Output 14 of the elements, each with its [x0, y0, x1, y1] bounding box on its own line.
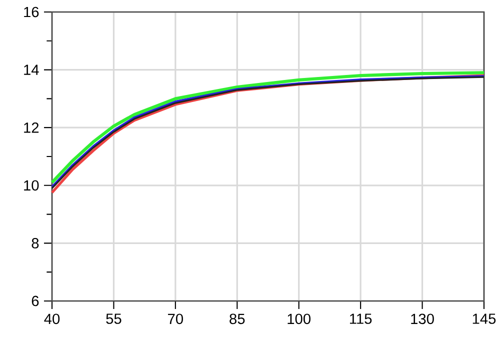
- x-tick-label: 100: [288, 314, 310, 324]
- y-tick-label: 12: [24, 122, 39, 133]
- y-tick-label: 14: [24, 64, 39, 75]
- x-tick-label: 130: [411, 314, 434, 324]
- x-tick-label: 70: [168, 314, 183, 324]
- y-tick-label: 6: [32, 296, 39, 306]
- x-tick-label: 115: [350, 314, 372, 324]
- x-tick-label: 40: [44, 314, 60, 324]
- y-tick-label: 10: [24, 180, 39, 191]
- x-tick-label: 145: [472, 314, 496, 324]
- y-tick-label: 8: [32, 238, 39, 248]
- y-tick-label: 16: [24, 6, 39, 18]
- x-tick-label: 55: [106, 314, 122, 324]
- x-tick-label: 85: [230, 314, 245, 324]
